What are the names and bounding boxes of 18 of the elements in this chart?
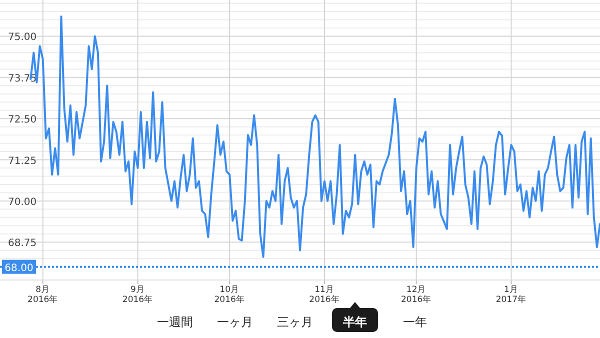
text: 一年 [403,315,427,329]
x-tick-label: 1月 2017年 [496,285,527,305]
text: 一週間 [157,315,193,329]
y-tick-label: 70.00 [8,196,37,208]
text: 半年 [342,315,367,329]
y-tick-label: 73.75 [8,73,37,84]
x-tick-label: 9月 2016年 [122,285,154,305]
text: 一ヶ月 [217,315,253,329]
y-tick-label: 71.25 [8,156,37,167]
x-tick-label: 12月 2016年 [401,285,432,305]
y-tick-label: 72.50 [8,114,37,126]
ref-line-label: 68.00 [4,262,34,274]
y-tick-label: 75.00 [8,32,37,44]
x-tick-label: 10月 2016年 [214,285,245,305]
x-tick-label: 11月 2016年 [309,285,340,305]
x-tick-label: 8月 2016年 [28,285,58,305]
text: 三ヶ月 [277,315,313,329]
y-tick-label: 68.75 [8,238,37,250]
